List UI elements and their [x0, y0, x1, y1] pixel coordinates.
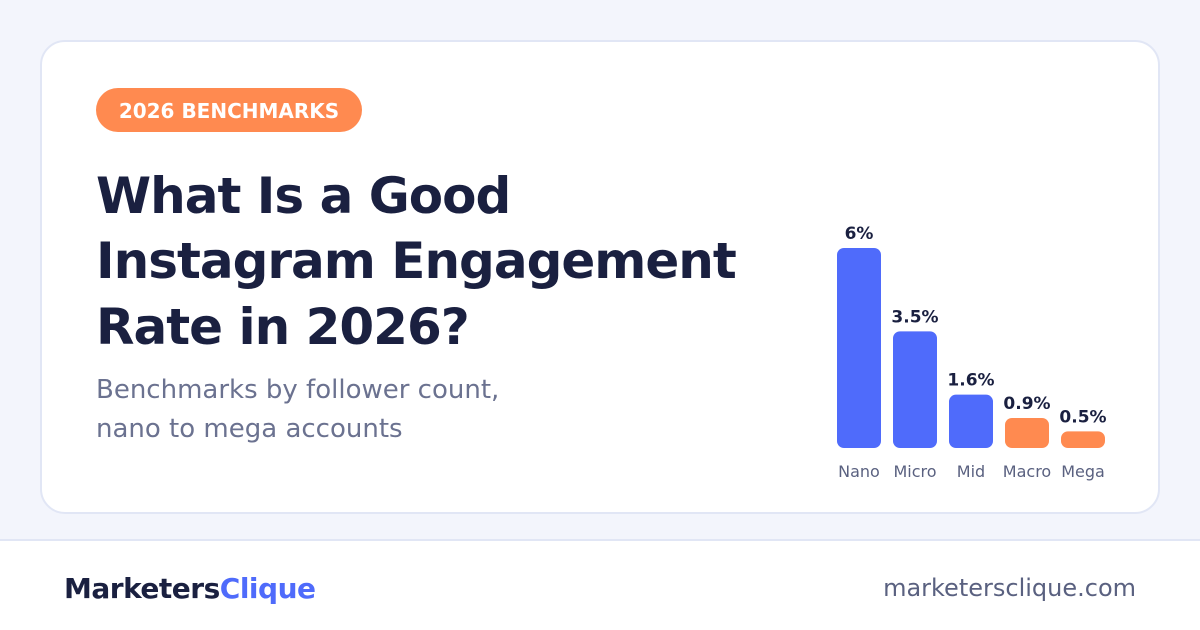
- brand: MarketersClique: [64, 572, 316, 605]
- title-line: Rate in 2026?: [96, 298, 469, 356]
- badge: [96, 88, 362, 132]
- category-label: Nano: [838, 462, 880, 481]
- bar: [1061, 431, 1105, 448]
- bar: [1005, 418, 1049, 448]
- category-label: Mega: [1061, 462, 1105, 481]
- bar: [949, 394, 993, 448]
- footer: [0, 540, 1200, 630]
- brand-part: Marketers: [64, 572, 220, 605]
- value-label: 6%: [845, 224, 874, 244]
- bar: [893, 331, 937, 448]
- subtitle-line: nano to mega accounts: [96, 414, 403, 444]
- category-label: Macro: [1003, 462, 1051, 481]
- category-label: Micro: [893, 462, 936, 481]
- bar: [837, 248, 881, 448]
- url: marketersclique.com: [883, 574, 1136, 602]
- category-label: Mid: [957, 462, 985, 481]
- value-label: 1.6%: [947, 371, 994, 391]
- value-label: 3.5%: [891, 307, 938, 327]
- subtitle-line: Benchmarks by follower count,: [96, 375, 499, 405]
- value-label: 0.9%: [1003, 394, 1050, 414]
- title-line: What Is a Good: [96, 167, 510, 225]
- brand-part: Clique: [220, 572, 316, 605]
- value-label: 0.5%: [1059, 407, 1106, 427]
- title-line: Instagram Engagement: [96, 232, 736, 290]
- badge-text: 2026 BENCHMARKS: [119, 99, 339, 123]
